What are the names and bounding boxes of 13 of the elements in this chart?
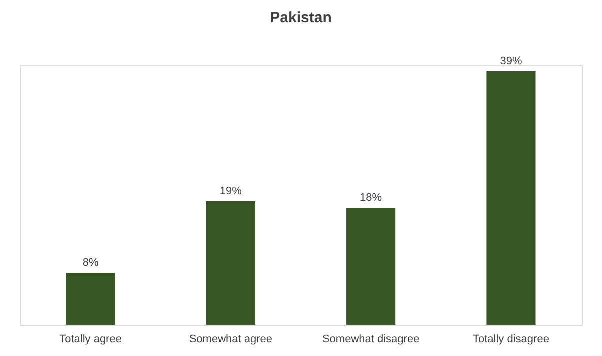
x-tick-label: Totally disagree: [473, 334, 550, 346]
chart-title: Pakistan: [270, 10, 332, 26]
data-label: 19%: [220, 186, 242, 198]
bar: [66, 273, 116, 325]
bar: [346, 208, 396, 325]
bar: [486, 72, 536, 325]
data-label: 18%: [360, 192, 382, 204]
bar: [206, 202, 256, 325]
x-tick-label: Totally agree: [60, 334, 122, 346]
data-label: 8%: [82, 257, 99, 269]
x-tick-label: Somewhat disagree: [322, 334, 420, 346]
x-tick-label: Somewhat agree: [189, 334, 273, 346]
data-label: 39%: [500, 56, 522, 68]
